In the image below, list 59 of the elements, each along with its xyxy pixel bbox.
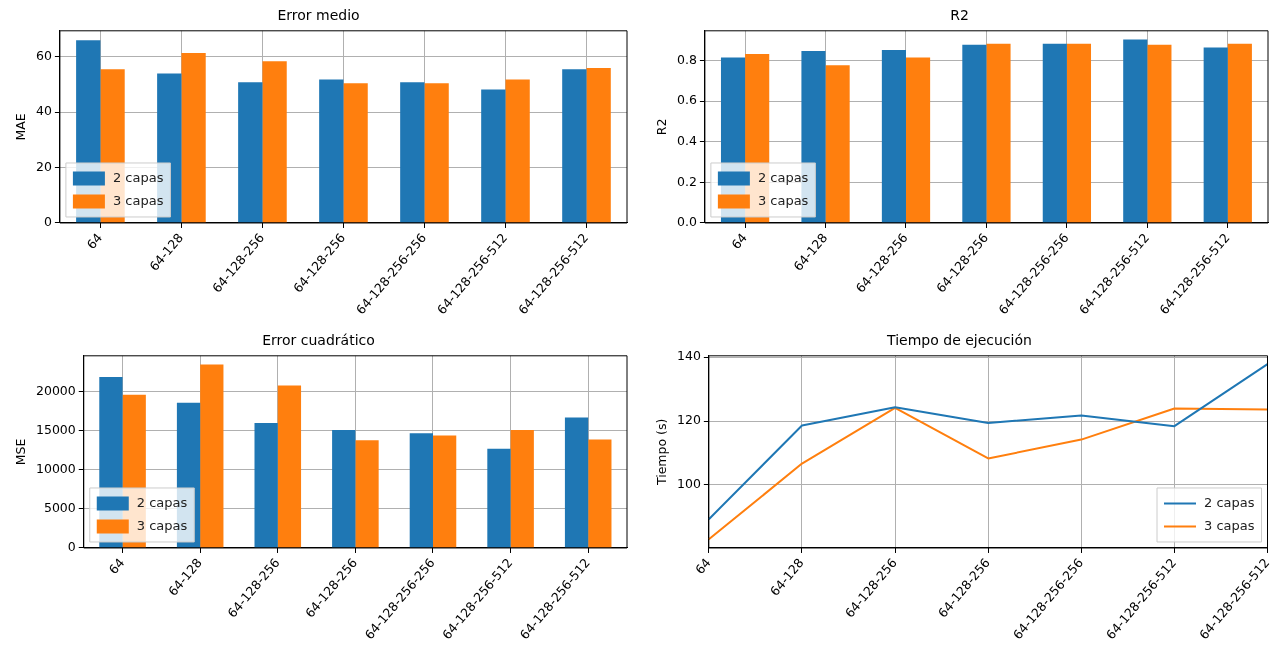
y-tick-label: 20	[36, 158, 52, 174]
bar	[564, 417, 589, 548]
y-tick-label: 20000	[36, 382, 76, 398]
y-tick-label: 15000	[36, 422, 76, 438]
legend-label: 3 capas	[112, 192, 164, 208]
bar	[343, 83, 368, 223]
y-tick-label: 60	[36, 48, 52, 64]
y-tick-label: 0	[67, 539, 76, 555]
bar	[487, 448, 511, 548]
y-tick-label: 0	[43, 214, 52, 230]
y-axis-title: Tiempo (s)	[653, 418, 669, 487]
y-tick-label: 0.8	[676, 51, 697, 67]
x-tick-label: 64	[691, 555, 714, 577]
chart-title: Error cuadrático	[262, 332, 375, 349]
y-tick-label: 0.6	[676, 92, 697, 108]
bar	[510, 430, 534, 548]
y-tick-label: 0.2	[676, 173, 697, 189]
bar	[505, 79, 530, 223]
bar	[200, 364, 224, 548]
y-tick-label: 5000	[43, 500, 76, 516]
chart-title: R2	[950, 7, 969, 24]
y-tick-label: 0.4	[676, 132, 697, 148]
bar	[319, 79, 344, 223]
bar	[432, 435, 457, 548]
y-tick-label: 100	[677, 476, 701, 492]
y-axis-title: R2	[653, 118, 669, 136]
y-tick-label: 140	[677, 348, 701, 364]
bar	[588, 439, 612, 548]
bar	[332, 430, 356, 548]
bar	[409, 433, 433, 548]
legend-label: 2 capas	[757, 169, 809, 185]
bar	[262, 61, 287, 223]
y-axis-title: MAE	[12, 113, 28, 141]
bar	[181, 52, 206, 223]
legend-label: 3 capas	[757, 192, 809, 208]
x-tick-label: 64	[728, 230, 750, 252]
bar	[562, 69, 587, 223]
x-tick-label: 64	[83, 230, 106, 252]
legend-label: 2 capas	[136, 494, 188, 510]
y-tick-label: 10000	[36, 461, 76, 477]
bar	[586, 67, 611, 223]
bar	[424, 83, 449, 223]
bar	[481, 89, 506, 223]
bar	[254, 422, 278, 548]
bar	[400, 82, 425, 223]
chart-title: Tiempo de ejecución	[886, 332, 1032, 349]
x-tick-label: 64	[105, 555, 128, 577]
legend-label: 3 capas	[136, 517, 188, 533]
y-tick-label: 0.0	[676, 214, 697, 230]
bar	[355, 440, 379, 548]
bar	[238, 82, 263, 223]
legend-label: 2 capas	[1204, 494, 1255, 510]
bar	[277, 385, 302, 548]
legend-label: 2 capas	[112, 169, 164, 185]
chart-title: Error medio	[277, 7, 360, 24]
y-axis-title: MSE	[12, 438, 28, 466]
legend-label: 3 capas	[1204, 517, 1255, 533]
y-tick-label: 120	[677, 412, 701, 428]
y-tick-label: 40	[36, 103, 52, 119]
